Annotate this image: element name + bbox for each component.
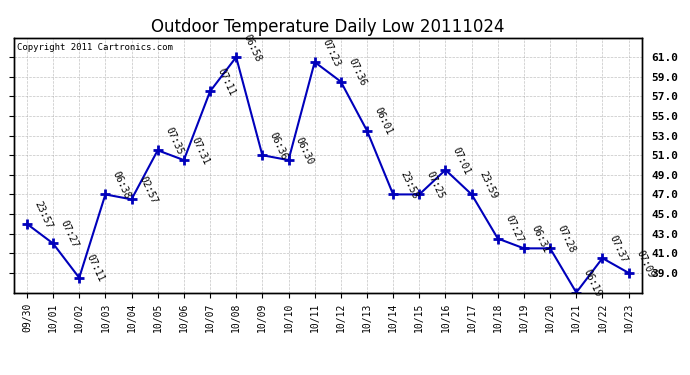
Text: 07:09: 07:09	[634, 248, 656, 279]
Text: 07:27: 07:27	[504, 214, 525, 245]
Text: 07:31: 07:31	[190, 135, 211, 166]
Text: 23:57: 23:57	[32, 199, 54, 230]
Text: 23:59: 23:59	[477, 170, 499, 201]
Text: 07:37: 07:37	[608, 234, 629, 264]
Text: 06:36: 06:36	[268, 130, 289, 161]
Text: 06:30: 06:30	[294, 135, 315, 166]
Text: 06:31: 06:31	[529, 224, 551, 255]
Text: 07:28: 07:28	[555, 224, 577, 255]
Text: 07:11: 07:11	[85, 253, 106, 284]
Text: 07:01: 07:01	[451, 145, 473, 176]
Text: 07:11: 07:11	[215, 67, 237, 98]
Text: 07:27: 07:27	[59, 219, 80, 250]
Text: Copyright 2011 Cartronics.com: Copyright 2011 Cartronics.com	[17, 43, 172, 52]
Text: 06:19: 06:19	[582, 268, 603, 298]
Text: 07:36: 07:36	[346, 57, 368, 88]
Text: 02:57: 02:57	[137, 175, 159, 206]
Text: 07:35: 07:35	[164, 126, 185, 156]
Text: 06:38: 06:38	[111, 170, 132, 201]
Text: 06:58: 06:58	[241, 32, 263, 63]
Text: 07:25: 07:25	[425, 170, 446, 201]
Title: Outdoor Temperature Daily Low 20111024: Outdoor Temperature Daily Low 20111024	[151, 18, 504, 36]
Text: 06:01: 06:01	[373, 106, 394, 137]
Text: 07:23: 07:23	[320, 38, 342, 68]
Text: 23:58: 23:58	[399, 170, 420, 201]
